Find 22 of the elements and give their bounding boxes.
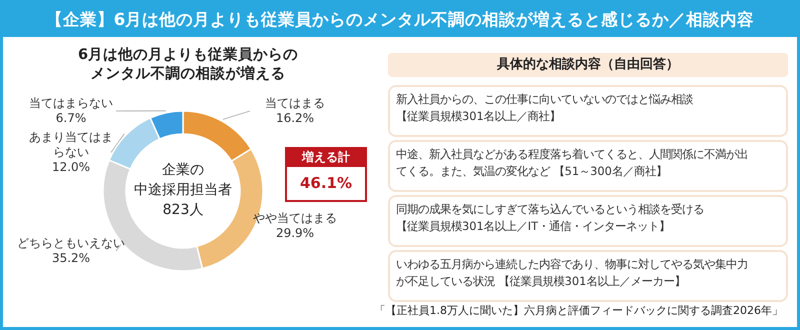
data-label: 16.2%	[274, 111, 316, 126]
slice-label: 当てはまらない	[28, 96, 114, 111]
text: いわゆる五月病から連続した内容であり、物事に対してやる気や集中力が不足している状況 【従業員規模301名以上／メーカー】	[396, 256, 749, 290]
text: 中途採用担当者	[133, 181, 233, 200]
text: 「【正社員1.8万人に聞いた】六月病と評価フィードバックに関する調査2026年」	[374, 303, 783, 319]
chart-subtitle: 6月は他の月よりも従業員からのメンタル不調の相談が増える	[78, 46, 298, 84]
text: 増える計	[285, 147, 367, 167]
text: 46.1%	[285, 167, 367, 202]
data-label: 12.0%	[50, 160, 92, 175]
text: 【企業】6月は他の月よりも従業員からのメンタル不調の相談が増えると感じるか／相談内容	[3, 3, 797, 37]
text: 823人	[162, 201, 204, 220]
data-label: 29.9%	[274, 226, 316, 241]
text: 中途、新入社員などがある程度落ち着いてくると、人間関係に不満が出てくる。また、気温の変化など 【51～300名／商社】	[396, 146, 749, 180]
text: 新入社員からの、この仕事に向いていないのではと悩み相談【従業員規模301名以上／商社】	[396, 91, 694, 125]
text: 同期の成果を気にしすぎて落ち込んでいるという相談を受ける【従業員規模301名以上／IT・通信・インターネット】	[396, 201, 705, 235]
slice-label: 当てはまる	[264, 96, 326, 111]
slice-label: あまり当てはまらない	[29, 130, 113, 160]
slice-label: どちらともいえない	[16, 236, 126, 251]
data-label: 6.7%	[54, 111, 88, 126]
text: 具体的な相談内容（自由回答）	[388, 53, 788, 77]
data-label: 35.2%	[50, 250, 92, 266]
text: 企業の	[161, 161, 205, 180]
